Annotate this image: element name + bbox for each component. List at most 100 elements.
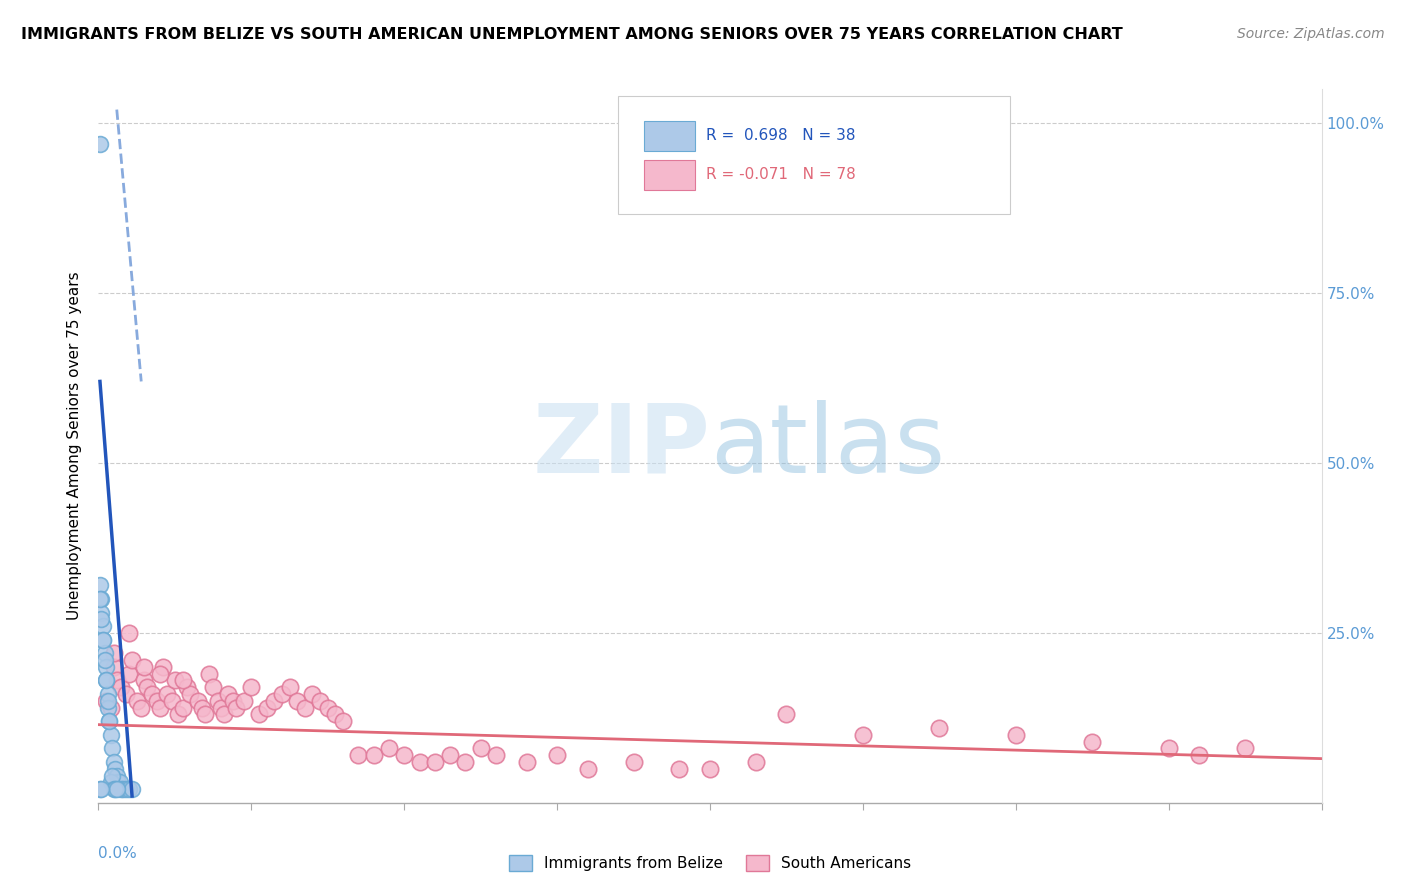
Point	[209, 700, 232, 714]
Text: R =  0.698   N = 38: R = 0.698 N = 38	[706, 128, 856, 143]
Point	[309, 694, 332, 708]
Text: IMMIGRANTS FROM BELIZE VS SOUTH AMERICAN UNEMPLOYMENT AMONG SENIORS OVER 75 YEAR: IMMIGRANTS FROM BELIZE VS SOUTH AMERICAN…	[21, 27, 1123, 42]
Point	[111, 782, 134, 797]
Point	[101, 769, 124, 783]
Point	[97, 694, 120, 708]
Point	[118, 782, 141, 797]
Point	[202, 680, 225, 694]
Point	[240, 680, 263, 694]
Point	[454, 755, 477, 769]
Point	[98, 714, 121, 729]
Legend: Immigrants from Belize, South Americans: Immigrants from Belize, South Americans	[503, 849, 917, 877]
Point	[928, 721, 950, 735]
Point	[101, 741, 124, 756]
Point	[94, 694, 117, 708]
Point	[136, 680, 159, 694]
Point	[115, 782, 138, 797]
Point	[118, 666, 141, 681]
Point	[129, 700, 152, 714]
Point	[378, 741, 401, 756]
Point	[125, 694, 148, 708]
Point	[408, 755, 430, 769]
Point	[93, 646, 115, 660]
Point	[225, 700, 247, 714]
Point	[325, 707, 347, 722]
FancyBboxPatch shape	[644, 160, 696, 190]
Point	[105, 782, 128, 797]
Point	[187, 694, 209, 708]
Point	[108, 775, 131, 789]
FancyBboxPatch shape	[644, 120, 696, 151]
Point	[89, 782, 111, 797]
Point	[576, 762, 599, 776]
Point	[90, 612, 112, 626]
Point	[172, 700, 194, 714]
Point	[270, 687, 292, 701]
Point	[176, 680, 198, 694]
Point	[134, 660, 156, 674]
Point	[301, 687, 323, 701]
Y-axis label: Unemployment Among Seniors over 75 years: Unemployment Among Seniors over 75 years	[67, 272, 83, 620]
Point	[347, 748, 370, 763]
Point	[668, 762, 690, 776]
Point	[316, 700, 339, 714]
Point	[256, 700, 278, 714]
Point	[149, 700, 172, 714]
Point	[263, 694, 285, 708]
Point	[294, 700, 316, 714]
Point	[160, 694, 183, 708]
Point	[105, 769, 128, 783]
Point	[90, 782, 112, 797]
Point	[91, 632, 114, 647]
Point	[105, 673, 128, 688]
Point	[104, 782, 127, 797]
Point	[1188, 748, 1211, 763]
Point	[91, 619, 114, 633]
Point	[145, 694, 167, 708]
Point	[516, 755, 538, 769]
Point	[100, 728, 122, 742]
Point	[90, 606, 112, 620]
Point	[98, 714, 121, 729]
Point	[1157, 741, 1180, 756]
Point	[97, 687, 120, 701]
Point	[172, 673, 194, 688]
Point	[163, 673, 186, 688]
Point	[194, 707, 217, 722]
Point	[485, 748, 508, 763]
Point	[121, 653, 143, 667]
Point	[278, 680, 301, 694]
Point	[232, 694, 254, 708]
Text: R = -0.071   N = 78: R = -0.071 N = 78	[706, 168, 856, 182]
Point	[852, 728, 875, 742]
Point	[247, 707, 270, 722]
Point	[103, 755, 125, 769]
Point	[212, 707, 235, 722]
Point	[191, 700, 214, 714]
Point	[1234, 741, 1257, 756]
Point	[94, 660, 117, 674]
Text: atlas: atlas	[710, 400, 945, 492]
Point	[110, 782, 132, 797]
Point	[167, 707, 190, 722]
Point	[546, 748, 568, 763]
Point	[89, 136, 111, 151]
Text: 0.0%: 0.0%	[98, 846, 138, 861]
Point	[363, 748, 385, 763]
Point	[470, 741, 492, 756]
Point	[89, 591, 111, 606]
Point	[104, 762, 127, 776]
Point	[285, 694, 308, 708]
Point	[392, 748, 416, 763]
Point	[91, 632, 114, 647]
Point	[134, 673, 156, 688]
Point	[100, 700, 122, 714]
Point	[149, 666, 172, 681]
Point	[332, 714, 354, 729]
Point	[110, 680, 132, 694]
Point	[107, 775, 129, 789]
Point	[699, 762, 721, 776]
Point	[94, 673, 117, 688]
Point	[90, 591, 112, 606]
Point	[103, 782, 125, 797]
